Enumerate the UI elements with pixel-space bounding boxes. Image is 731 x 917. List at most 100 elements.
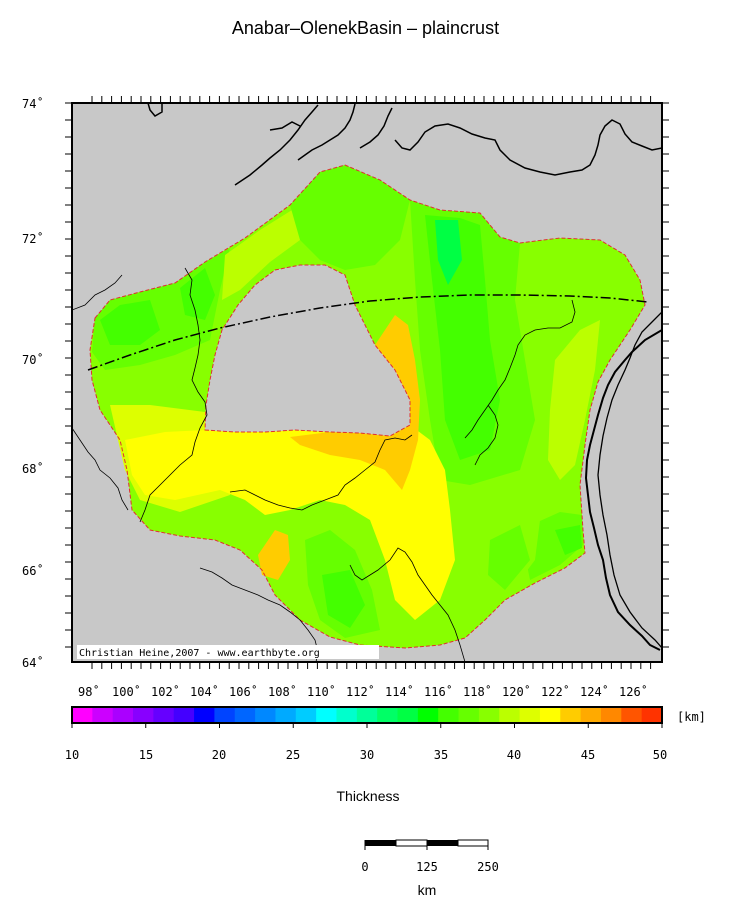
lat-label: 70˚ [22,352,44,367]
colorbar-tick-label: 15 [139,748,153,762]
lon-label: 108˚ [268,684,297,699]
colorbar-tick-label: 45 [581,748,595,762]
colorbar [71,706,663,728]
colorbar-swatch [539,707,561,723]
lon-label: 118˚ [463,684,492,699]
coastline-north [147,103,662,186]
thickness-field: Christian Heine,2007 - www.earthbyte.org [72,103,662,662]
colorbar-swatch [234,707,256,723]
colorbar-swatch [458,707,480,723]
colorbar-tick-label: 20 [212,748,226,762]
colorbar-swatch [133,707,154,723]
basin-outline [89,164,646,649]
lon-label: 110˚ [307,684,336,699]
colorbar-swatch [519,707,541,723]
zone-yellow-south [125,425,455,620]
colorbar-label: Thickness [336,788,399,804]
lat-label: 68˚ [22,461,44,476]
colorbar-swatch [153,707,175,723]
colorbar-swatch [580,707,602,723]
frame-ticks [65,96,669,669]
colorbar-tick-label: 40 [507,748,521,762]
colorbar-swatch [72,707,93,723]
colorbar-unit: [km] [677,710,706,724]
colorbar-swatch [377,707,399,723]
lon-label: 106˚ [229,684,258,699]
map-title: Anabar–OlenekBasin – plaincrust [231,18,500,38]
colorbar-swatch [560,707,582,723]
lon-label: 100˚ [112,684,141,699]
zone-southeast-max [555,525,582,555]
colorbar-swatch [499,707,521,723]
scale-tick-label: 125 [416,860,438,874]
colorbar-swatch [295,707,317,723]
scale-bar: 0 125 250 km [361,839,499,898]
longitude-labels: 98˚ 100˚ 102˚ 104˚ 106˚ 108˚ 110˚ 112˚ 1… [78,684,648,699]
lon-label: 120˚ [502,684,531,699]
boundary-east [464,299,576,466]
basin-inner-hole [205,265,410,436]
colorbar-swatch [478,707,500,723]
map-frame [71,102,663,663]
lon-label: 126˚ [619,684,648,699]
colorbar-tick-label: 30 [360,748,374,762]
colorbar-swatch [356,707,378,723]
zone-north-green [290,165,410,270]
lat-label: 74˚ [22,96,44,111]
credit-text: Christian Heine,2007 - www.earthbyte.org [79,648,320,659]
lon-label: 98˚ [78,684,100,699]
colorbar-tick-label: 35 [434,748,448,762]
lon-label: 122˚ [541,684,570,699]
boundary-south [199,434,466,662]
zone-east-max [435,220,462,285]
lon-label: 114˚ [385,684,414,699]
lon-label: 116˚ [424,684,453,699]
scale-tick-label: 250 [477,860,499,874]
credit-box [77,645,379,659]
lon-label: 104˚ [190,684,219,699]
colorbar-swatch [92,707,114,723]
zone-south-east-deep [488,525,530,590]
colorbar-swatch [275,707,297,723]
scale-unit: km [418,882,437,898]
zone-far-east-light [548,320,600,480]
lat-label: 66˚ [22,563,44,578]
boundary-west [72,267,208,523]
lat-label: 64˚ [22,655,44,670]
colorbar-swatch [112,707,134,723]
colorbar-tick-label: 10 [65,748,79,762]
zone-northwest-deep [180,268,215,320]
river-lena [584,329,662,651]
colorbar-swatch [641,707,663,723]
basin-inner-outline [204,264,411,437]
zone-orange-south [258,530,290,580]
colorbar-swatch [173,707,195,723]
lat-label: 72˚ [22,231,44,246]
colorbar-ticks: 10 15 20 25 30 35 40 45 50 [65,748,667,762]
river-lena-east [597,311,662,649]
zone-south-max [322,570,365,628]
colorbar-swatch [417,707,439,723]
colorbar-swatch [600,707,622,723]
colorbar-swatch [397,707,419,723]
colorbar-tick-label: 25 [286,748,300,762]
zone-north-light [222,200,320,300]
colorbar-tick-label: 50 [653,748,667,762]
colorbar-swatch [214,707,236,723]
profile-track [87,294,649,371]
lon-label: 102˚ [151,684,180,699]
lon-label: 124˚ [580,684,609,699]
colorbar-swatch [255,707,276,723]
colorbar-swatch [438,707,460,723]
zone-orange-east [290,315,420,490]
zone-east-deep [425,215,500,460]
scale-tick-label: 0 [361,860,368,874]
latitude-labels: 74˚ 72˚ 70˚ 68˚ 66˚ 64˚ [22,96,44,670]
lon-label: 112˚ [346,684,375,699]
zone-west-deep [100,300,160,345]
colorbar-swatch [194,707,215,723]
colorbar-swatch [316,707,337,723]
colorbar-swatch [336,707,358,723]
colorbar-swatch [621,707,643,723]
